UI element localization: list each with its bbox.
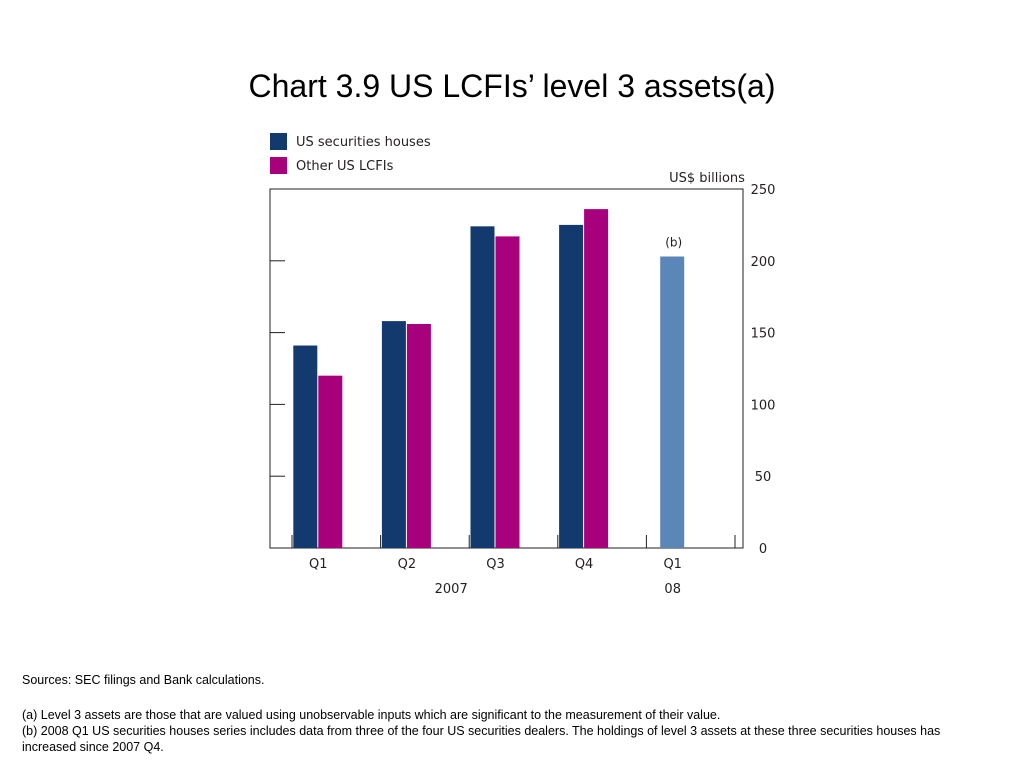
x-tick-label: Q3 [486,557,505,572]
bar-annotation: (b) [665,235,682,249]
y-tick-label: 100 [751,398,776,413]
bar [584,209,609,548]
sources-note: Sources: SEC filings and Bank calculatio… [22,673,265,687]
y-tick-label: 150 [751,327,776,342]
legend-label: US securities houses [296,135,431,150]
y-axis-label: US$ billions [669,171,745,186]
x-group-label: 2007 [435,582,468,597]
bar [406,323,431,548]
bar [381,321,406,548]
bar [318,375,343,548]
bar [495,236,520,548]
x-tick-label: Q2 [398,557,417,572]
bar [470,226,495,548]
legend-label: Other US LCFIs [296,159,394,174]
y-tick-label: 0 [759,542,767,557]
y-tick-label: 200 [751,255,776,270]
bar [660,256,685,548]
legend-swatch [270,157,287,174]
y-tick-label: 250 [751,183,776,198]
plot-area: 0 50 100 150 200 250 US$ billions Q1 Q2 Q3 Q4 (b) Q1… [269,171,776,597]
x-group-label: 08 [664,582,681,597]
x-tick-label: Q4 [575,557,594,572]
footnotes: (a) Level 3 assets are those that are va… [22,707,982,755]
bar [293,345,318,548]
x-tick-label: Q1 [309,557,328,572]
x-tick-label: Q1 [663,557,682,572]
footnote-a: (a) Level 3 assets are those that are va… [22,708,721,722]
footnote-b: (b) 2008 Q1 US securities houses series … [22,724,941,754]
y-tick-label: 50 [755,470,772,485]
legend-swatch [270,133,287,150]
chart-title: Chart 3.9 US LCFIs’ level 3 assets(a) [248,68,776,104]
legend: US securities houses Other US LCFIs [270,133,431,174]
bar [559,224,584,548]
